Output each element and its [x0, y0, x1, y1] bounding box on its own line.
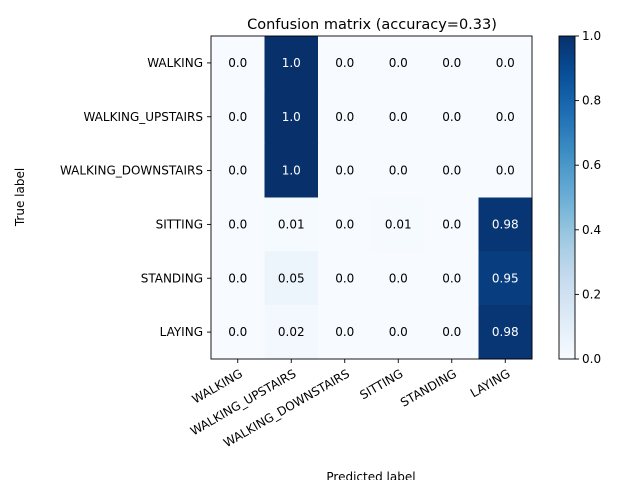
heatmap-cells: [211, 36, 533, 360]
heatmap-cell: [478, 251, 533, 306]
cell-value-label: 0.98: [492, 325, 519, 339]
colorbar-tick-label: 0.2: [582, 287, 601, 301]
cell-value-label: 0.0: [389, 271, 408, 285]
cell-value-label: 0.01: [278, 217, 305, 231]
cell-value-label: 0.0: [228, 325, 247, 339]
heatmap-cell: [318, 305, 372, 360]
heatmap-cell: [371, 143, 426, 198]
cell-value-label: 0.0: [389, 325, 408, 339]
cell-value-label: 0.0: [389, 164, 408, 178]
cell-value-label: 0.02: [278, 325, 305, 339]
heatmap-cell: [211, 305, 265, 360]
cell-value-label: 0.0: [228, 271, 247, 285]
colorbar-ticks: 0.0 0.2 0.4 0.6 0.8 1.0: [575, 29, 601, 366]
colorbar-tick-label: 0.6: [582, 158, 601, 172]
colorbar-tick-label: 0.0: [582, 352, 601, 366]
cell-value-label: 0.0: [335, 217, 354, 231]
heatmap-cell: [318, 143, 372, 198]
cell-value-label: 0.0: [442, 56, 461, 70]
x-axis-ticks: WALKINGWALKING_UPSTAIRSWALKING_DOWNSTAIR…: [188, 359, 513, 450]
heatmap-cell: [318, 197, 372, 252]
cell-value-label: 1.0: [282, 164, 301, 178]
cell-value-label: 0.0: [442, 110, 461, 124]
heatmap-cell: [318, 89, 372, 145]
heatmap-cell: [425, 197, 479, 252]
heatmap-cell: [318, 251, 372, 306]
cell-value-label: 0.0: [228, 164, 247, 178]
cell-value-label: 0.0: [335, 164, 354, 178]
cell-value-label: 0.0: [335, 271, 354, 285]
x-axis-label: Predicted label: [326, 470, 415, 480]
heatmap-cell: [264, 305, 319, 360]
heatmap-cell: [211, 36, 265, 91]
heatmap-cell-labels: 0.0 1.0 0.0 0.0 0.0 0.00.0 1.0 0.0 0.0 0.0 0.00.0 1…: [228, 56, 518, 339]
colorbar-tick-label: 1.0: [582, 29, 601, 43]
heatmap-cell: [211, 251, 265, 306]
cell-value-label: 0.0: [496, 164, 515, 178]
cell-value-label: 0.05: [278, 271, 305, 285]
heatmap-cell: [371, 305, 426, 360]
colorbar-tick-label: 0.8: [582, 94, 601, 108]
heatmap-cell: [264, 197, 319, 252]
cell-value-label: 0.0: [389, 56, 408, 70]
cell-value-label: 0.0: [442, 217, 461, 231]
cell-value-label: 0.0: [496, 110, 515, 124]
cell-value-label: 0.0: [442, 325, 461, 339]
heatmap-cell: [425, 251, 479, 306]
cell-value-label: 0.0: [228, 56, 247, 70]
cell-value-label: 1.0: [282, 110, 301, 124]
y-tick-label: WALKING: [147, 56, 203, 70]
heatmap-cell: [371, 36, 426, 91]
heatmap-cell: [211, 143, 265, 198]
heatmap-cell: [478, 143, 533, 198]
cell-value-label: 0.0: [335, 325, 354, 339]
y-tick-label: STANDING: [141, 271, 203, 285]
heatmap-cell: [425, 143, 479, 198]
cell-value-label: 0.0: [228, 217, 247, 231]
cell-value-label: 0.0: [496, 56, 515, 70]
plot-frame: [210, 35, 533, 360]
cell-value-label: 0.0: [442, 271, 461, 285]
heatmap-cell: [478, 197, 533, 252]
y-axis-ticks: WALKING WALKING_UPSTAIRS WALKING_DOWNSTAIR…: [60, 56, 211, 339]
y-tick-label: LAYING: [160, 325, 203, 339]
heatmap-cell: [371, 197, 426, 252]
cell-value-label: 0.0: [335, 110, 354, 124]
heatmap-cell: [264, 89, 319, 145]
heatmap-cell: [478, 89, 533, 145]
heatmap-cell: [318, 36, 372, 91]
x-tick-label: STANDING: [398, 367, 459, 410]
cell-value-label: 0.0: [335, 56, 354, 70]
x-tick-label: LAYING: [468, 367, 513, 401]
heatmap-cell: [371, 89, 426, 145]
cell-value-label: 0.98: [492, 217, 519, 231]
chart-title: Confusion matrix (accuracy=0.33): [247, 17, 497, 33]
heatmap-cell: [371, 251, 426, 306]
heatmap-cell: [264, 143, 319, 198]
heatmap-cell: [425, 36, 479, 91]
heatmap-cell: [425, 89, 479, 145]
cell-value-label: 0.0: [442, 164, 461, 178]
heatmap-cell: [211, 89, 265, 145]
heatmap-cell: [478, 36, 533, 91]
cell-value-label: 0.0: [228, 110, 247, 124]
heatmap-cell: [264, 36, 319, 91]
colorbar-tick-label: 0.4: [582, 223, 601, 237]
y-tick-label: SITTING: [156, 217, 203, 231]
cell-value-label: 0.95: [492, 271, 519, 285]
colorbar: [558, 35, 576, 360]
heatmap-cell: [425, 305, 479, 360]
y-tick-label: WALKING_UPSTAIRS: [83, 110, 203, 124]
heatmap-cell: [264, 251, 319, 306]
cell-value-label: 0.01: [385, 217, 412, 231]
heatmap-cell: [478, 305, 533, 360]
heatmap-cell: [211, 197, 265, 252]
cell-value-label: 0.0: [389, 110, 408, 124]
y-axis-label: True label: [13, 168, 27, 227]
y-tick-label: WALKING_DOWNSTAIRS: [60, 164, 203, 178]
cell-value-label: 1.0: [282, 56, 301, 70]
